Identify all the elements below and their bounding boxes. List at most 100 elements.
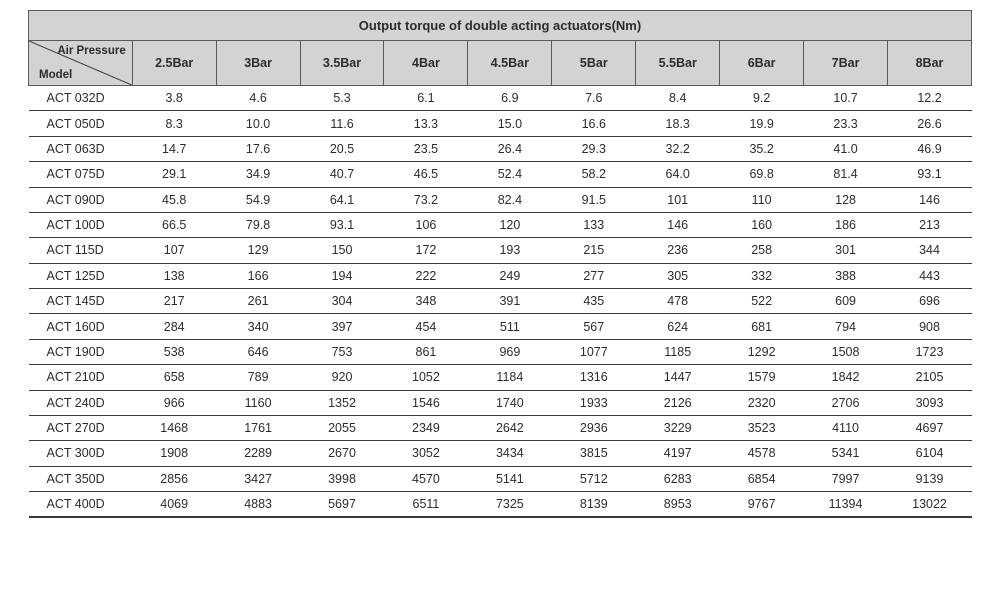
- table-row: ACT 032D3.84.65.36.16.97.68.49.210.712.2: [29, 86, 972, 111]
- value-cell: 73.2: [384, 187, 468, 212]
- model-cell: ACT 240D: [29, 390, 133, 415]
- value-cell: 6104: [888, 441, 972, 466]
- value-cell: 2320: [720, 390, 804, 415]
- value-cell: 567: [552, 314, 636, 339]
- value-cell: 5.3: [300, 86, 384, 111]
- model-cell: ACT 075D: [29, 162, 133, 187]
- table-row: ACT 115D107129150172193215236258301344: [29, 238, 972, 263]
- value-cell: 8139: [552, 492, 636, 518]
- value-cell: 1160: [216, 390, 300, 415]
- value-cell: 1316: [552, 365, 636, 390]
- value-cell: 15.0: [468, 111, 552, 136]
- value-cell: 478: [636, 289, 720, 314]
- value-cell: 388: [804, 263, 888, 288]
- value-cell: 348: [384, 289, 468, 314]
- value-cell: 13022: [888, 492, 972, 518]
- value-cell: 3093: [888, 390, 972, 415]
- value-cell: 10.0: [216, 111, 300, 136]
- value-cell: 6854: [720, 466, 804, 491]
- table-row: ACT 350D28563427399845705141571262836854…: [29, 466, 972, 491]
- value-cell: 4110: [804, 415, 888, 440]
- value-cell: 6.1: [384, 86, 468, 111]
- table-row: ACT 300D19082289267030523434381541974578…: [29, 441, 972, 466]
- value-cell: 8953: [636, 492, 720, 518]
- value-cell: 1740: [468, 390, 552, 415]
- column-header: 3.5Bar: [300, 41, 384, 86]
- value-cell: 9.2: [720, 86, 804, 111]
- table-title: Output torque of double acting actuators…: [29, 11, 972, 41]
- value-cell: 4697: [888, 415, 972, 440]
- value-cell: 128: [804, 187, 888, 212]
- value-cell: 3052: [384, 441, 468, 466]
- value-cell: 1508: [804, 339, 888, 364]
- value-cell: 861: [384, 339, 468, 364]
- value-cell: 2289: [216, 441, 300, 466]
- model-cell: ACT 115D: [29, 238, 133, 263]
- value-cell: 81.4: [804, 162, 888, 187]
- value-cell: 107: [132, 238, 216, 263]
- value-cell: 32.2: [636, 136, 720, 161]
- value-cell: 13.3: [384, 111, 468, 136]
- column-header: 5Bar: [552, 41, 636, 86]
- value-cell: 120: [468, 212, 552, 237]
- value-cell: 217: [132, 289, 216, 314]
- column-header: 4Bar: [384, 41, 468, 86]
- value-cell: 79.8: [216, 212, 300, 237]
- table-row: ACT 090D45.854.964.173.282.491.510111012…: [29, 187, 972, 212]
- value-cell: 222: [384, 263, 468, 288]
- column-header: 2.5Bar: [132, 41, 216, 86]
- value-cell: 23.5: [384, 136, 468, 161]
- table-row: ACT 160D284340397454511567624681794908: [29, 314, 972, 339]
- value-cell: 1723: [888, 339, 972, 364]
- value-cell: 54.9: [216, 187, 300, 212]
- value-cell: 301: [804, 238, 888, 263]
- value-cell: 332: [720, 263, 804, 288]
- value-cell: 4578: [720, 441, 804, 466]
- value-cell: 1185: [636, 339, 720, 364]
- model-cell: ACT 090D: [29, 187, 133, 212]
- model-cell: ACT 100D: [29, 212, 133, 237]
- value-cell: 1468: [132, 415, 216, 440]
- value-cell: 1579: [720, 365, 804, 390]
- value-cell: 1761: [216, 415, 300, 440]
- value-cell: 5697: [300, 492, 384, 518]
- model-cell: ACT 400D: [29, 492, 133, 518]
- table-row: ACT 100D66.579.893.110612013314616018621…: [29, 212, 972, 237]
- value-cell: 908: [888, 314, 972, 339]
- value-cell: 789: [216, 365, 300, 390]
- value-cell: 258: [720, 238, 804, 263]
- value-cell: 69.8: [720, 162, 804, 187]
- value-cell: 609: [804, 289, 888, 314]
- value-cell: 138: [132, 263, 216, 288]
- value-cell: 1908: [132, 441, 216, 466]
- value-cell: 45.8: [132, 187, 216, 212]
- value-cell: 435: [552, 289, 636, 314]
- model-cell: ACT 032D: [29, 86, 133, 111]
- value-cell: 215: [552, 238, 636, 263]
- value-cell: 5141: [468, 466, 552, 491]
- table-row: ACT 400D40694883569765117325813989539767…: [29, 492, 972, 518]
- value-cell: 40.7: [300, 162, 384, 187]
- value-cell: 284: [132, 314, 216, 339]
- value-cell: 35.2: [720, 136, 804, 161]
- value-cell: 58.2: [552, 162, 636, 187]
- value-cell: 11.6: [300, 111, 384, 136]
- value-cell: 129: [216, 238, 300, 263]
- value-cell: 3.8: [132, 86, 216, 111]
- value-cell: 4883: [216, 492, 300, 518]
- value-cell: 261: [216, 289, 300, 314]
- table-row: ACT 125D138166194222249277305332388443: [29, 263, 972, 288]
- value-cell: 19.9: [720, 111, 804, 136]
- value-cell: 34.9: [216, 162, 300, 187]
- value-cell: 2126: [636, 390, 720, 415]
- table-row: ACT 145D217261304348391435478522609696: [29, 289, 972, 314]
- model-cell: ACT 210D: [29, 365, 133, 390]
- value-cell: 3815: [552, 441, 636, 466]
- table-row: ACT 190D53864675386196910771185129215081…: [29, 339, 972, 364]
- value-cell: 146: [636, 212, 720, 237]
- value-cell: 160: [720, 212, 804, 237]
- value-cell: 26.6: [888, 111, 972, 136]
- value-cell: 186: [804, 212, 888, 237]
- value-cell: 1447: [636, 365, 720, 390]
- value-cell: 340: [216, 314, 300, 339]
